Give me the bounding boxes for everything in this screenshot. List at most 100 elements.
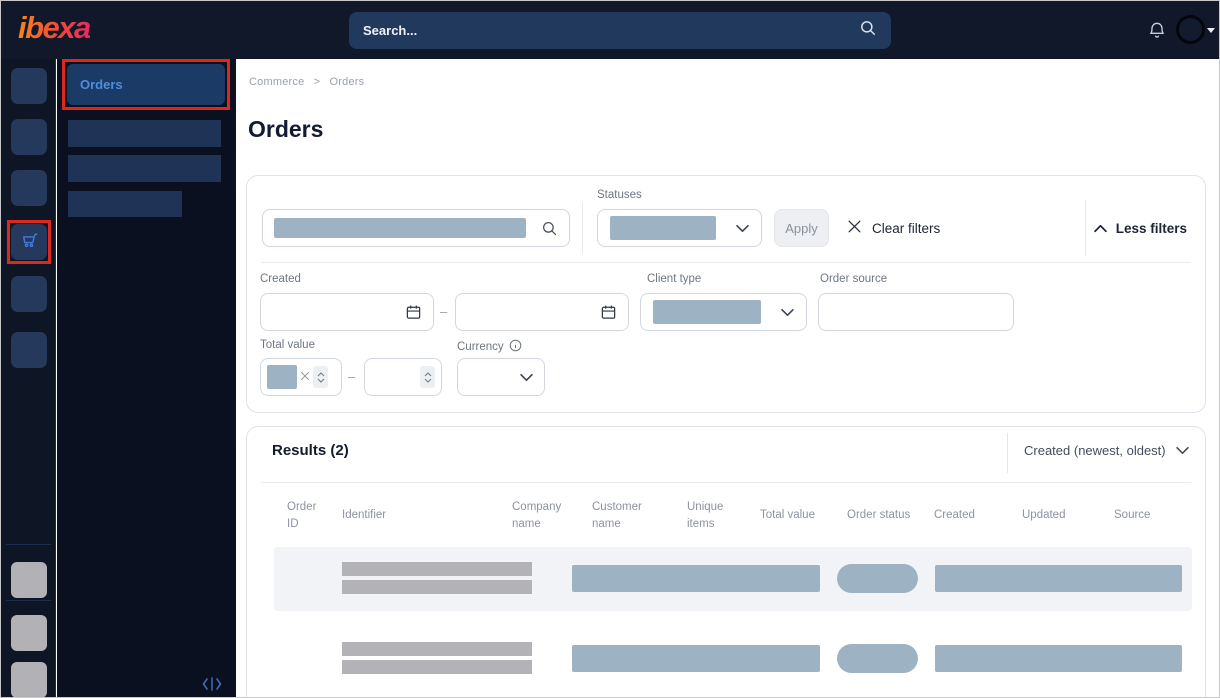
chevron-down-icon — [736, 224, 749, 233]
search-input[interactable] — [363, 23, 859, 38]
rail-divider — [6, 544, 51, 545]
number-stepper[interactable] — [313, 366, 328, 388]
results-title: Results (2) — [272, 442, 349, 459]
client-type-dropdown[interactable] — [640, 293, 807, 331]
sort-label: Created (newest, oldest) — [1024, 443, 1166, 458]
sidebar-item-orders[interactable]: Orders — [67, 64, 225, 105]
less-filters-button[interactable]: Less filters — [1093, 209, 1187, 247]
order-row[interactable] — [274, 627, 1192, 691]
rail-divider — [6, 600, 51, 601]
chevron-down-icon — [1175, 446, 1189, 455]
total-value-min-input[interactable] — [260, 358, 342, 396]
order-source-input[interactable] — [818, 293, 1014, 331]
user-avatar[interactable] — [1176, 15, 1205, 44]
user-menu-caret-icon[interactable] — [1207, 28, 1215, 33]
rail-item-commerce[interactable] — [11, 224, 47, 260]
range-dash: – — [348, 369, 356, 384]
highlight-box-commerce — [7, 220, 51, 264]
breadcrumb: Commerce > Orders — [249, 76, 364, 88]
clear-filters-button[interactable]: Clear filters — [847, 209, 940, 247]
breadcrumb-separator: > — [313, 76, 321, 88]
main-content: Commerce > Orders Orders Statuses — [236, 59, 1219, 697]
column-header-unique-items: Unique items — [687, 501, 724, 530]
divider — [261, 262, 1191, 263]
chevron-up-icon — [1093, 221, 1107, 236]
filter-search-input[interactable] — [262, 209, 570, 247]
order-source-label: Order source — [820, 273, 888, 285]
redacted-status-value — [610, 216, 716, 240]
sidebar-item-placeholder-1[interactable] — [68, 120, 221, 147]
filters-panel: Statuses Apply Clear filters Less fi — [246, 175, 1206, 413]
rail-item-placeholder-3[interactable] — [11, 170, 47, 206]
sort-dropdown[interactable]: Created (newest, oldest) — [1024, 443, 1189, 458]
chevron-down-icon — [781, 308, 794, 317]
rail-item-placeholder-1[interactable] — [11, 68, 47, 104]
column-header-total-value: Total value — [760, 509, 815, 521]
close-icon — [847, 219, 862, 237]
topbar: ibexa — [1, 1, 1219, 59]
chevron-down-icon — [520, 373, 533, 382]
created-from-input[interactable] — [260, 293, 434, 331]
search-icon — [541, 220, 558, 237]
calendar-icon — [405, 304, 422, 321]
order-row[interactable] — [274, 547, 1192, 611]
range-dash: – — [440, 304, 448, 319]
column-header-updated: Updated — [1022, 509, 1066, 521]
clear-filters-label: Clear filters — [872, 220, 941, 236]
column-header-customer-name: Customer name — [592, 501, 642, 530]
rail-bottom-item-1[interactable] — [11, 562, 47, 598]
info-icon[interactable] — [509, 339, 522, 355]
column-header-source: Source — [1114, 509, 1151, 521]
redacted-identifier-bar — [342, 660, 532, 674]
redacted-identifier-bar — [342, 580, 532, 594]
collapse-panel-icon[interactable] — [201, 676, 223, 692]
page-title: Orders — [248, 116, 324, 142]
column-header-order-status: Order status — [847, 509, 911, 521]
ibexa-logo: ibexa — [18, 10, 91, 45]
column-header-order-id: Order ID — [287, 501, 317, 530]
divider — [1007, 433, 1008, 473]
apply-button[interactable]: Apply — [774, 209, 829, 247]
breadcrumb-orders[interactable]: Orders — [329, 76, 365, 88]
calendar-icon — [600, 304, 617, 321]
icon-rail — [1, 59, 56, 697]
number-stepper[interactable] — [420, 366, 435, 388]
highlight-box-orders: Orders — [62, 59, 230, 110]
divider — [582, 202, 583, 254]
rail-item-placeholder-2[interactable] — [11, 119, 47, 155]
redacted-dates-bar — [935, 565, 1182, 592]
client-type-label: Client type — [647, 273, 702, 285]
redacted-status-pill — [837, 644, 918, 673]
currency-label: Currency — [457, 339, 522, 355]
column-header-company-name: Company name — [512, 501, 562, 530]
created-to-input[interactable] — [455, 293, 629, 331]
divider — [261, 482, 1191, 483]
redacted-search-text — [274, 218, 526, 238]
column-header-created: Created — [934, 509, 975, 521]
breadcrumb-commerce[interactable]: Commerce — [249, 76, 305, 88]
redacted-identifier-bar — [342, 562, 532, 576]
sidebar-item-placeholder-3[interactable] — [68, 191, 182, 217]
notifications-bell-icon[interactable] — [1147, 19, 1167, 46]
sidebar-item-label: Orders — [80, 77, 123, 92]
total-value-label: Total value — [260, 339, 315, 351]
statuses-dropdown[interactable] — [597, 209, 762, 247]
search-icon[interactable] — [859, 19, 877, 42]
sidebar-item-placeholder-2[interactable] — [68, 155, 221, 182]
currency-dropdown[interactable] — [457, 358, 545, 396]
global-search[interactable] — [349, 12, 891, 49]
total-value-max-input[interactable] — [364, 358, 442, 396]
column-header-identifier: Identifier — [342, 509, 387, 521]
shopping-cart-icon — [18, 229, 40, 256]
redacted-status-pill — [837, 564, 918, 593]
redacted-client-type-value — [653, 300, 761, 324]
rail-item-placeholder-5[interactable] — [11, 332, 47, 368]
clear-value-icon[interactable] — [300, 368, 310, 386]
redacted-customer-bar — [572, 565, 820, 592]
statuses-label: Statuses — [597, 189, 642, 201]
rail-bottom-item-3[interactable] — [11, 662, 47, 697]
rail-item-placeholder-4[interactable] — [11, 276, 47, 312]
rail-bottom-item-2[interactable] — [11, 615, 47, 651]
redacted-customer-bar — [572, 645, 820, 672]
redacted-dates-bar — [935, 645, 1182, 672]
